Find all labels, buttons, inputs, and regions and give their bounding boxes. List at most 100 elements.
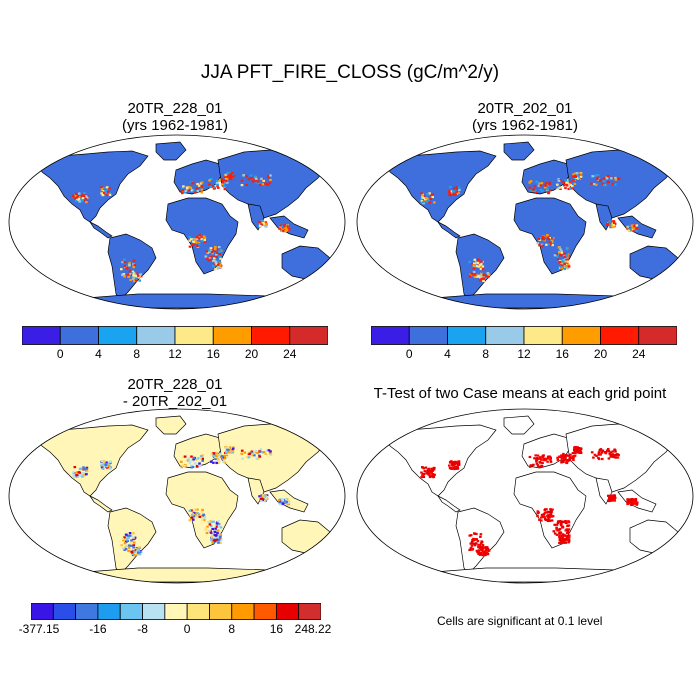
grid-cell [126,273,130,276]
grid-cell [563,267,566,271]
grid-cell [559,524,563,527]
grid-cell [605,177,609,180]
grid-cell [192,243,195,246]
grid-cell [555,255,559,258]
grid-cell [213,262,216,265]
grid-cell [132,259,136,262]
grid-cell [197,184,201,187]
grid-cell [264,221,267,224]
grid-cell [560,457,564,460]
grid-cell [610,224,614,227]
grid-cell [611,182,615,185]
grid-cell [560,522,563,525]
grid-cell [267,174,270,177]
grid-cell [561,525,564,528]
grid-cell [560,264,563,267]
grid-cell [612,455,616,459]
colorbar-box [97,603,121,620]
grid-cell [269,450,272,453]
grid-cell [215,251,219,254]
grid-cell [225,455,229,458]
grid-cell [543,518,547,521]
grid-cell [219,250,222,253]
grid-cell [431,473,435,476]
grid-cell [545,511,548,514]
grid-cell [130,274,134,277]
grid-cell [602,180,606,183]
grid-cell [558,251,561,254]
grid-cell [473,262,476,265]
grid-cell [280,225,284,228]
grid-cell [528,186,531,189]
grid-cell [215,460,218,463]
grid-cell [195,236,199,239]
grid-cell [223,457,226,460]
grid-cell [551,508,554,511]
grid-cell [227,450,230,454]
grid-cell [601,449,605,452]
grid-cell [215,179,219,182]
grid-cell [214,534,218,537]
grid-cell [279,228,283,231]
grid-cell [101,467,105,470]
grid-cell [422,201,425,204]
grid-cell [574,172,577,175]
grid-cell [546,460,549,463]
grid-cell [560,535,564,538]
grid-cell [223,454,226,457]
land-centralAmerica [88,495,113,513]
grid-cell [567,187,570,191]
grid-cell [601,457,604,461]
grid-cell [605,449,609,452]
grid-cell [181,464,185,467]
colorbar-box [289,326,328,345]
grid-cell [80,198,83,201]
grid-cell [564,456,567,459]
grid-cell [218,535,222,538]
grid-cell [541,515,544,518]
grid-cell [190,464,193,467]
grid-cell [473,273,477,276]
grid-cell [629,227,632,230]
grid-cell [432,466,436,469]
grid-cell [278,227,281,230]
grid-cell [195,187,199,190]
panel1-title: 20TR_228_01 (yrs 1962-1981) [30,100,320,134]
grid-cell [540,519,543,522]
grid-cell [596,178,599,181]
grid-cell [278,499,281,502]
grid-cell [192,518,195,521]
colorbar-box [253,603,277,620]
grid-cell [267,176,270,179]
grid-cell [425,200,428,203]
grid-cell [181,187,184,190]
colorbar-tick-label: 16 [555,347,569,361]
grid-cell [77,471,81,474]
grid-cell [85,469,89,472]
grid-cell [104,461,108,464]
grid-cell [210,251,214,254]
grid-cell [484,553,488,556]
grid-cell [557,246,561,249]
grid-cell [579,447,583,450]
grid-cell [123,542,127,545]
grid-cell [132,536,135,539]
grid-cell [634,499,638,502]
grid-cell [85,201,88,204]
grid-cell [472,270,476,274]
grid-cell [250,455,253,458]
grid-cell [596,174,600,177]
grid-cell [210,534,214,537]
grid-cell [245,456,249,459]
grid-cell [469,547,473,550]
grid-cell [227,174,231,177]
grid-cell [558,534,562,537]
grid-cell [231,447,235,450]
grid-cell [264,225,268,228]
grid-cell [557,259,560,262]
grid-cell [264,494,268,497]
grid-cell [567,540,571,543]
grid-cell [280,229,284,232]
grid-cell [547,191,551,194]
grid-cell [134,275,138,278]
